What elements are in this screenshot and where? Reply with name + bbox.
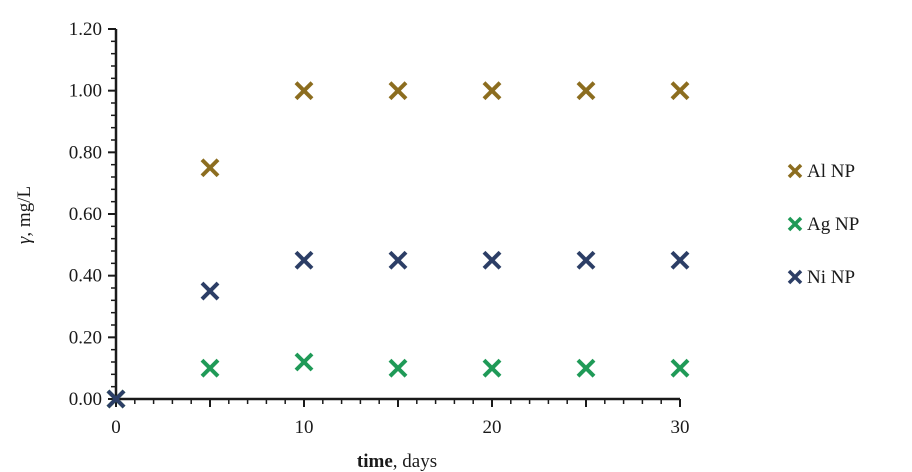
data-point-ni-np [200, 281, 220, 301]
data-point-ag-np [388, 358, 408, 378]
x-axis-title: time, days [357, 451, 437, 472]
y-tick-label: 0.40 [69, 266, 102, 287]
data-point-ag-np [200, 358, 220, 378]
x-tick-label: 0 [111, 417, 121, 438]
x-tick-label: 10 [295, 417, 314, 438]
y-tick-label: 0.60 [69, 204, 102, 225]
data-points [106, 81, 690, 409]
data-point-al-np [294, 81, 314, 101]
y-tick-label: 1.20 [69, 19, 102, 40]
legend: Al NP Ag NP Ni NP [787, 161, 859, 288]
legend-item-ni-np: Ni NP [787, 267, 855, 288]
y-tick-label: 1.00 [69, 81, 102, 102]
data-point-ag-np [670, 358, 690, 378]
legend-label-ni-np: Ni NP [807, 267, 855, 288]
legend-item-al-np: Al NP [787, 161, 855, 182]
x-tick-label: 20 [483, 417, 502, 438]
legend-item-ag-np: Ag NP [787, 214, 859, 235]
legend-label-al-np: Al NP [807, 161, 855, 182]
x-tick-label: 30 [671, 417, 690, 438]
y-tick-label: 0.00 [69, 389, 102, 410]
data-point-ni-np [482, 250, 502, 270]
data-point-ni-np [670, 250, 690, 270]
legend-label-ag-np: Ag NP [807, 214, 859, 235]
y-tick-label: 0.80 [69, 142, 102, 163]
data-point-ni-np [576, 250, 596, 270]
data-point-al-np [482, 81, 502, 101]
data-point-ag-np [294, 352, 314, 372]
data-point-al-np [670, 81, 690, 101]
legend-marker-ni-np [787, 269, 803, 285]
legend-marker-al-np [787, 163, 803, 179]
axes [108, 28, 681, 407]
data-point-ni-np [294, 250, 314, 270]
legend-marker-ag-np [787, 216, 803, 232]
data-point-al-np [388, 81, 408, 101]
data-point-al-np [200, 158, 220, 178]
data-point-ag-np [482, 358, 502, 378]
y-axis-title: γ, mg/L [14, 186, 35, 244]
data-point-ni-np [106, 389, 126, 409]
tick-labels: 0 10 20 30 0.00 0.20 0.40 0.60 0.80 1.00 1.20 [69, 19, 690, 438]
data-point-ag-np [576, 358, 596, 378]
data-point-al-np [576, 81, 596, 101]
y-tick-label: 0.20 [69, 327, 102, 348]
data-point-ni-np [388, 250, 408, 270]
